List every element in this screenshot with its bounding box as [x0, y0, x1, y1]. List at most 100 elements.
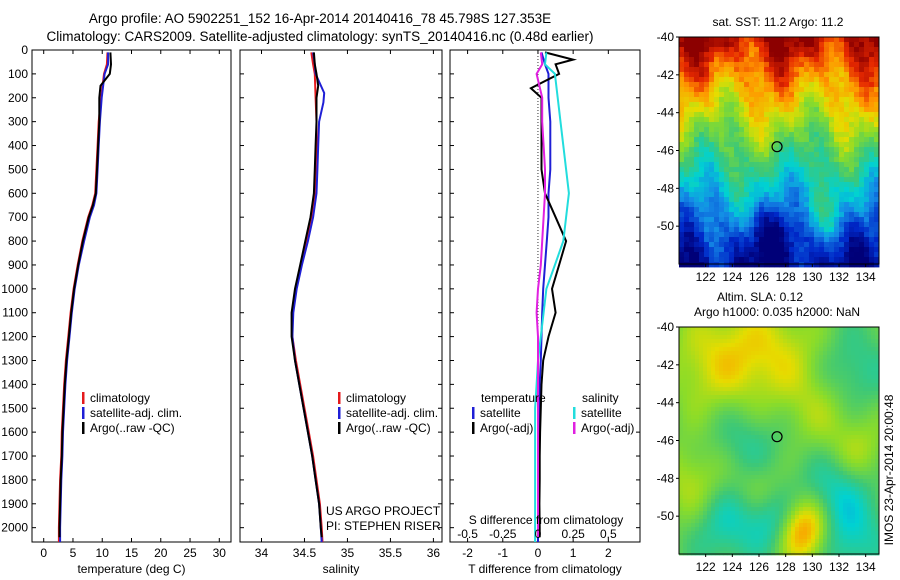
- map-cell: [724, 162, 730, 168]
- map-cell: [831, 487, 836, 492]
- map-cell: [784, 67, 790, 73]
- map-cell: [747, 419, 752, 424]
- map-cell: [831, 387, 836, 392]
- map-cell: [827, 379, 832, 384]
- map-cell: [723, 347, 728, 352]
- map-cell: [699, 207, 705, 213]
- map-cell: [691, 383, 696, 388]
- map-cell: [799, 415, 804, 420]
- map-cell: [763, 415, 768, 420]
- map-cell: [867, 407, 872, 412]
- map-cell: [875, 523, 880, 528]
- map-cell: [707, 523, 712, 528]
- map-cell: [719, 423, 724, 428]
- map-cell: [871, 335, 876, 340]
- map-cell: [811, 351, 816, 356]
- map-cell: [759, 335, 764, 340]
- map-cell: [767, 403, 772, 408]
- map-cell: [867, 547, 872, 552]
- map-cell: [704, 157, 710, 163]
- map-cell: [851, 367, 856, 372]
- map-cell: [724, 182, 730, 188]
- map-cell: [789, 142, 795, 148]
- map-cell: [679, 327, 684, 332]
- map-cell: [799, 491, 804, 496]
- map-cell: [731, 387, 736, 392]
- map-cell: [807, 415, 812, 420]
- map-cell: [779, 383, 784, 388]
- map-cell: [731, 539, 736, 544]
- map-cell: [871, 539, 876, 544]
- map-cell: [694, 42, 700, 48]
- map-cell: [763, 359, 768, 364]
- map-cell: [729, 172, 735, 178]
- map-cell: [724, 137, 730, 143]
- map-cell: [859, 367, 864, 372]
- map-cell: [847, 483, 852, 488]
- map-cell: [779, 391, 784, 396]
- map-cell: [689, 127, 695, 133]
- map-cell: [703, 335, 708, 340]
- map-cell: [867, 463, 872, 468]
- map-cell: [874, 122, 880, 128]
- map-cell: [707, 475, 712, 480]
- map-cell: [719, 77, 725, 83]
- map-cell: [835, 367, 840, 372]
- map-cell: [704, 232, 710, 238]
- map-cell: [727, 443, 732, 448]
- map-cell: [679, 363, 684, 368]
- map-cell: [814, 97, 820, 103]
- map-cell: [715, 375, 720, 380]
- map-cell: [791, 375, 796, 380]
- map-cell: [731, 371, 736, 376]
- map-cell: [787, 483, 792, 488]
- map-cell: [744, 127, 750, 133]
- map-cell: [869, 117, 875, 123]
- map-cell: [715, 399, 720, 404]
- map-cell: [819, 187, 825, 193]
- map-cell: [731, 391, 736, 396]
- map-cell: [839, 503, 844, 508]
- map-cell: [815, 339, 820, 344]
- map-cell: [751, 339, 756, 344]
- map-cell: [704, 222, 710, 228]
- map-cell: [727, 439, 732, 444]
- map-cell: [775, 415, 780, 420]
- map-cell: [704, 122, 710, 128]
- map-cell: [767, 359, 772, 364]
- map-cell: [687, 463, 692, 468]
- map-cell: [695, 435, 700, 440]
- map-cell: [699, 391, 704, 396]
- map-cell: [751, 335, 756, 340]
- map-cell: [694, 242, 700, 248]
- map-cell: [839, 227, 845, 233]
- map-cell: [827, 439, 832, 444]
- map-cell: [803, 335, 808, 340]
- map-cell: [767, 423, 772, 428]
- map-x-tick-label: 132: [829, 560, 849, 574]
- map-cell: [834, 182, 840, 188]
- map-cell: [783, 431, 788, 436]
- map-cell: [809, 102, 815, 108]
- map-cell: [684, 52, 690, 58]
- map-cell: [807, 431, 812, 436]
- map-cell: [723, 551, 728, 556]
- map-cell: [854, 197, 860, 203]
- map-cell: [804, 92, 810, 98]
- map-cell: [774, 187, 780, 193]
- map-cell: [715, 411, 720, 416]
- map-cell: [739, 217, 745, 223]
- map-cell: [759, 257, 765, 263]
- map-cell: [849, 227, 855, 233]
- map-cell: [687, 471, 692, 476]
- map-cell: [771, 395, 776, 400]
- map-cell: [869, 197, 875, 203]
- map-cell: [829, 137, 835, 143]
- map-cell: [807, 379, 812, 384]
- map-cell: [751, 391, 756, 396]
- map-cell: [815, 519, 820, 524]
- map-cell: [763, 467, 768, 472]
- map-cell: [711, 495, 716, 500]
- map-cell: [735, 463, 740, 468]
- map-y-tick-label: -46: [657, 434, 675, 448]
